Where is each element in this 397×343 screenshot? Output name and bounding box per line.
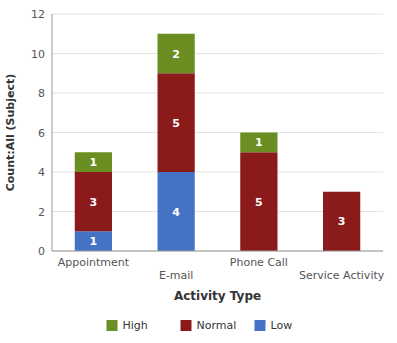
legend-swatch [107, 320, 118, 331]
y-tick-label: 10 [31, 48, 45, 61]
y-tick-label: 12 [31, 8, 45, 21]
bar-segment [75, 152, 112, 172]
bar-segment [75, 172, 112, 231]
y-tick-label: 8 [38, 87, 45, 100]
data-label: 5 [172, 117, 180, 130]
grid [52, 14, 383, 251]
chart-container: 024681012143553121AppointmentE-mailPhone… [0, 0, 397, 343]
legend-label: Low [271, 319, 293, 332]
y-axis-label: Count:All (Subject) [4, 74, 17, 192]
legend-label: High [123, 319, 148, 332]
x-tick-label: Appointment [58, 256, 130, 269]
x-tick-label: E-mail [159, 269, 194, 282]
grid-line [52, 53, 383, 54]
x-tick-label: Service Activity [299, 269, 385, 282]
bar-segment [75, 231, 112, 251]
bar-segment [158, 172, 195, 251]
data-labels: 1 4 3 5 5 3 1 2 1 [90, 48, 346, 249]
data-label: 2 [172, 48, 180, 61]
legend-label: Normal [197, 319, 237, 332]
y-axis-line [52, 14, 53, 251]
data-label: 1 [90, 156, 98, 169]
data-label: 1 [255, 136, 263, 149]
y-tick-label: 6 [38, 127, 45, 140]
bar-segment [240, 133, 277, 153]
grid-line [52, 132, 383, 133]
y-tick-label: 2 [38, 206, 45, 219]
chart-svg: 024681012143553121AppointmentE-mailPhone… [0, 0, 397, 343]
data-label: 5 [255, 196, 263, 209]
y-tick-label: 0 [38, 245, 45, 258]
bar-segment [323, 192, 360, 251]
bar-segment [323, 191, 360, 192]
x-axis-line [52, 251, 383, 252]
bar-segment [158, 34, 195, 74]
legend: High Normal Low [107, 319, 293, 332]
legend-swatch [255, 320, 266, 331]
grid-line [52, 251, 383, 252]
data-label: 4 [172, 206, 180, 219]
bar-segment [158, 73, 195, 172]
grid-line [52, 14, 383, 15]
legend-swatch [181, 320, 192, 331]
x-axis-label: Activity Type [174, 289, 261, 303]
bars [75, 34, 360, 251]
data-label: 3 [90, 196, 98, 209]
data-label: 3 [338, 215, 346, 228]
x-tick-label: Phone Call [230, 256, 288, 269]
data-label: 1 [90, 235, 98, 248]
grid-line [52, 93, 383, 94]
y-tick-label: 4 [38, 166, 45, 179]
bar-segment [240, 152, 277, 251]
